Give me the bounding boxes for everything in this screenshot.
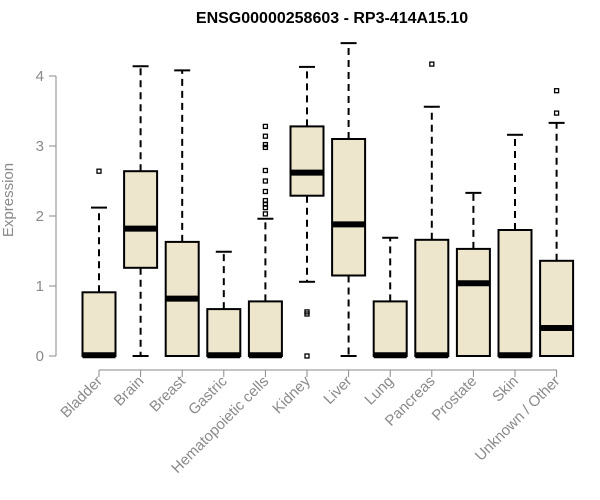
box-iqr [539,259,575,357]
box-group [372,236,408,359]
box-group [455,191,491,357]
y-tick-label: 1 [36,278,44,295]
outlier-point [262,123,269,130]
y-tick-label: 4 [36,68,44,85]
outlier-point [429,61,435,67]
x-tick-label: Kidney [269,372,314,417]
box-group [164,69,200,357]
y-tick-label: 2 [36,208,44,225]
box-group [414,61,450,359]
box-iqr [123,170,159,269]
x-tick-label: Brain [111,373,148,410]
box-group [289,65,325,359]
box-group [81,168,117,359]
outlier-point [262,144,269,151]
x-tick-label: Skin [489,373,522,406]
boxes [81,42,575,359]
box-group [497,133,533,359]
box-iqr [81,291,117,357]
y-ticks: 0 1 2 3 4 [36,68,56,365]
box-iqr [289,125,325,197]
outlier-point [553,88,560,94]
outlier-point [262,133,269,139]
outlier-point [304,309,310,315]
box-group [206,250,242,359]
outlier-point [304,353,310,359]
box-iqr [331,138,367,277]
box-group [247,123,283,359]
outlier-point [553,110,560,116]
box-group [539,88,575,357]
x-tick-label: Lung [361,373,397,409]
box-group [123,65,159,357]
box-iqr [414,238,450,357]
y-tick-label: 3 [36,138,44,155]
box-iqr [247,300,283,357]
chart-title: ENSG00000258603 - RP3-414A15.10 [196,10,468,27]
box-iqr [372,300,408,357]
outlier-point [262,141,269,148]
box-iqr [497,229,533,357]
box-group [331,42,367,357]
x-tick-label: Liver [320,373,355,408]
outlier-point [262,197,269,204]
x-tick-label: Bladder [57,373,106,422]
x-tick-label: Prostate [429,373,481,425]
outlier-point [262,178,269,184]
box-iqr [455,247,491,357]
outlier-point [96,168,102,174]
outlier-point [262,211,269,217]
y-axis-label: Expression [0,163,17,237]
outlier-point [262,167,269,174]
y-tick-label: 0 [36,348,44,365]
outlier-point [262,188,269,195]
x-tick-label: Breast [146,372,189,415]
box-iqr [206,308,242,358]
